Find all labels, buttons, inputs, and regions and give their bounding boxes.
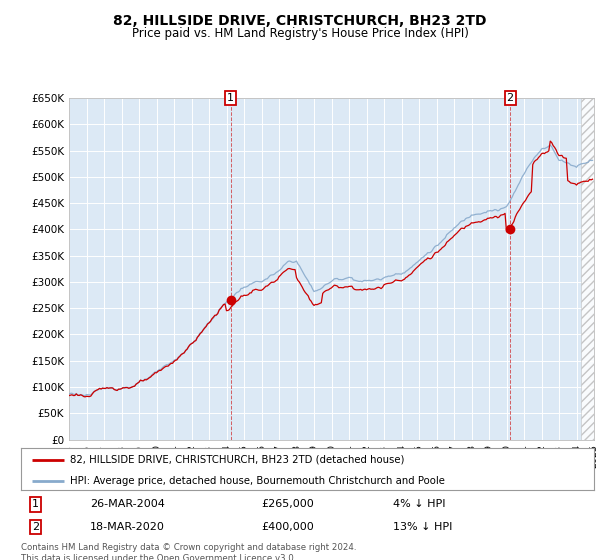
Text: 13% ↓ HPI: 13% ↓ HPI	[394, 522, 453, 532]
Text: Contains HM Land Registry data © Crown copyright and database right 2024.
This d: Contains HM Land Registry data © Crown c…	[21, 543, 356, 560]
Text: Price paid vs. HM Land Registry's House Price Index (HPI): Price paid vs. HM Land Registry's House …	[131, 27, 469, 40]
Text: 18-MAR-2020: 18-MAR-2020	[90, 522, 164, 532]
Text: HPI: Average price, detached house, Bournemouth Christchurch and Poole: HPI: Average price, detached house, Bour…	[70, 476, 445, 486]
Text: 1: 1	[32, 500, 39, 509]
Text: £400,000: £400,000	[262, 522, 314, 532]
Text: 4% ↓ HPI: 4% ↓ HPI	[394, 500, 446, 509]
Text: 82, HILLSIDE DRIVE, CHRISTCHURCH, BH23 2TD: 82, HILLSIDE DRIVE, CHRISTCHURCH, BH23 2…	[113, 14, 487, 28]
Text: 2: 2	[506, 93, 514, 103]
Text: 82, HILLSIDE DRIVE, CHRISTCHURCH, BH23 2TD (detached house): 82, HILLSIDE DRIVE, CHRISTCHURCH, BH23 2…	[70, 455, 404, 465]
Text: 26-MAR-2004: 26-MAR-2004	[90, 500, 164, 509]
Text: 2: 2	[32, 522, 39, 532]
Text: £265,000: £265,000	[262, 500, 314, 509]
Text: 1: 1	[227, 93, 234, 103]
